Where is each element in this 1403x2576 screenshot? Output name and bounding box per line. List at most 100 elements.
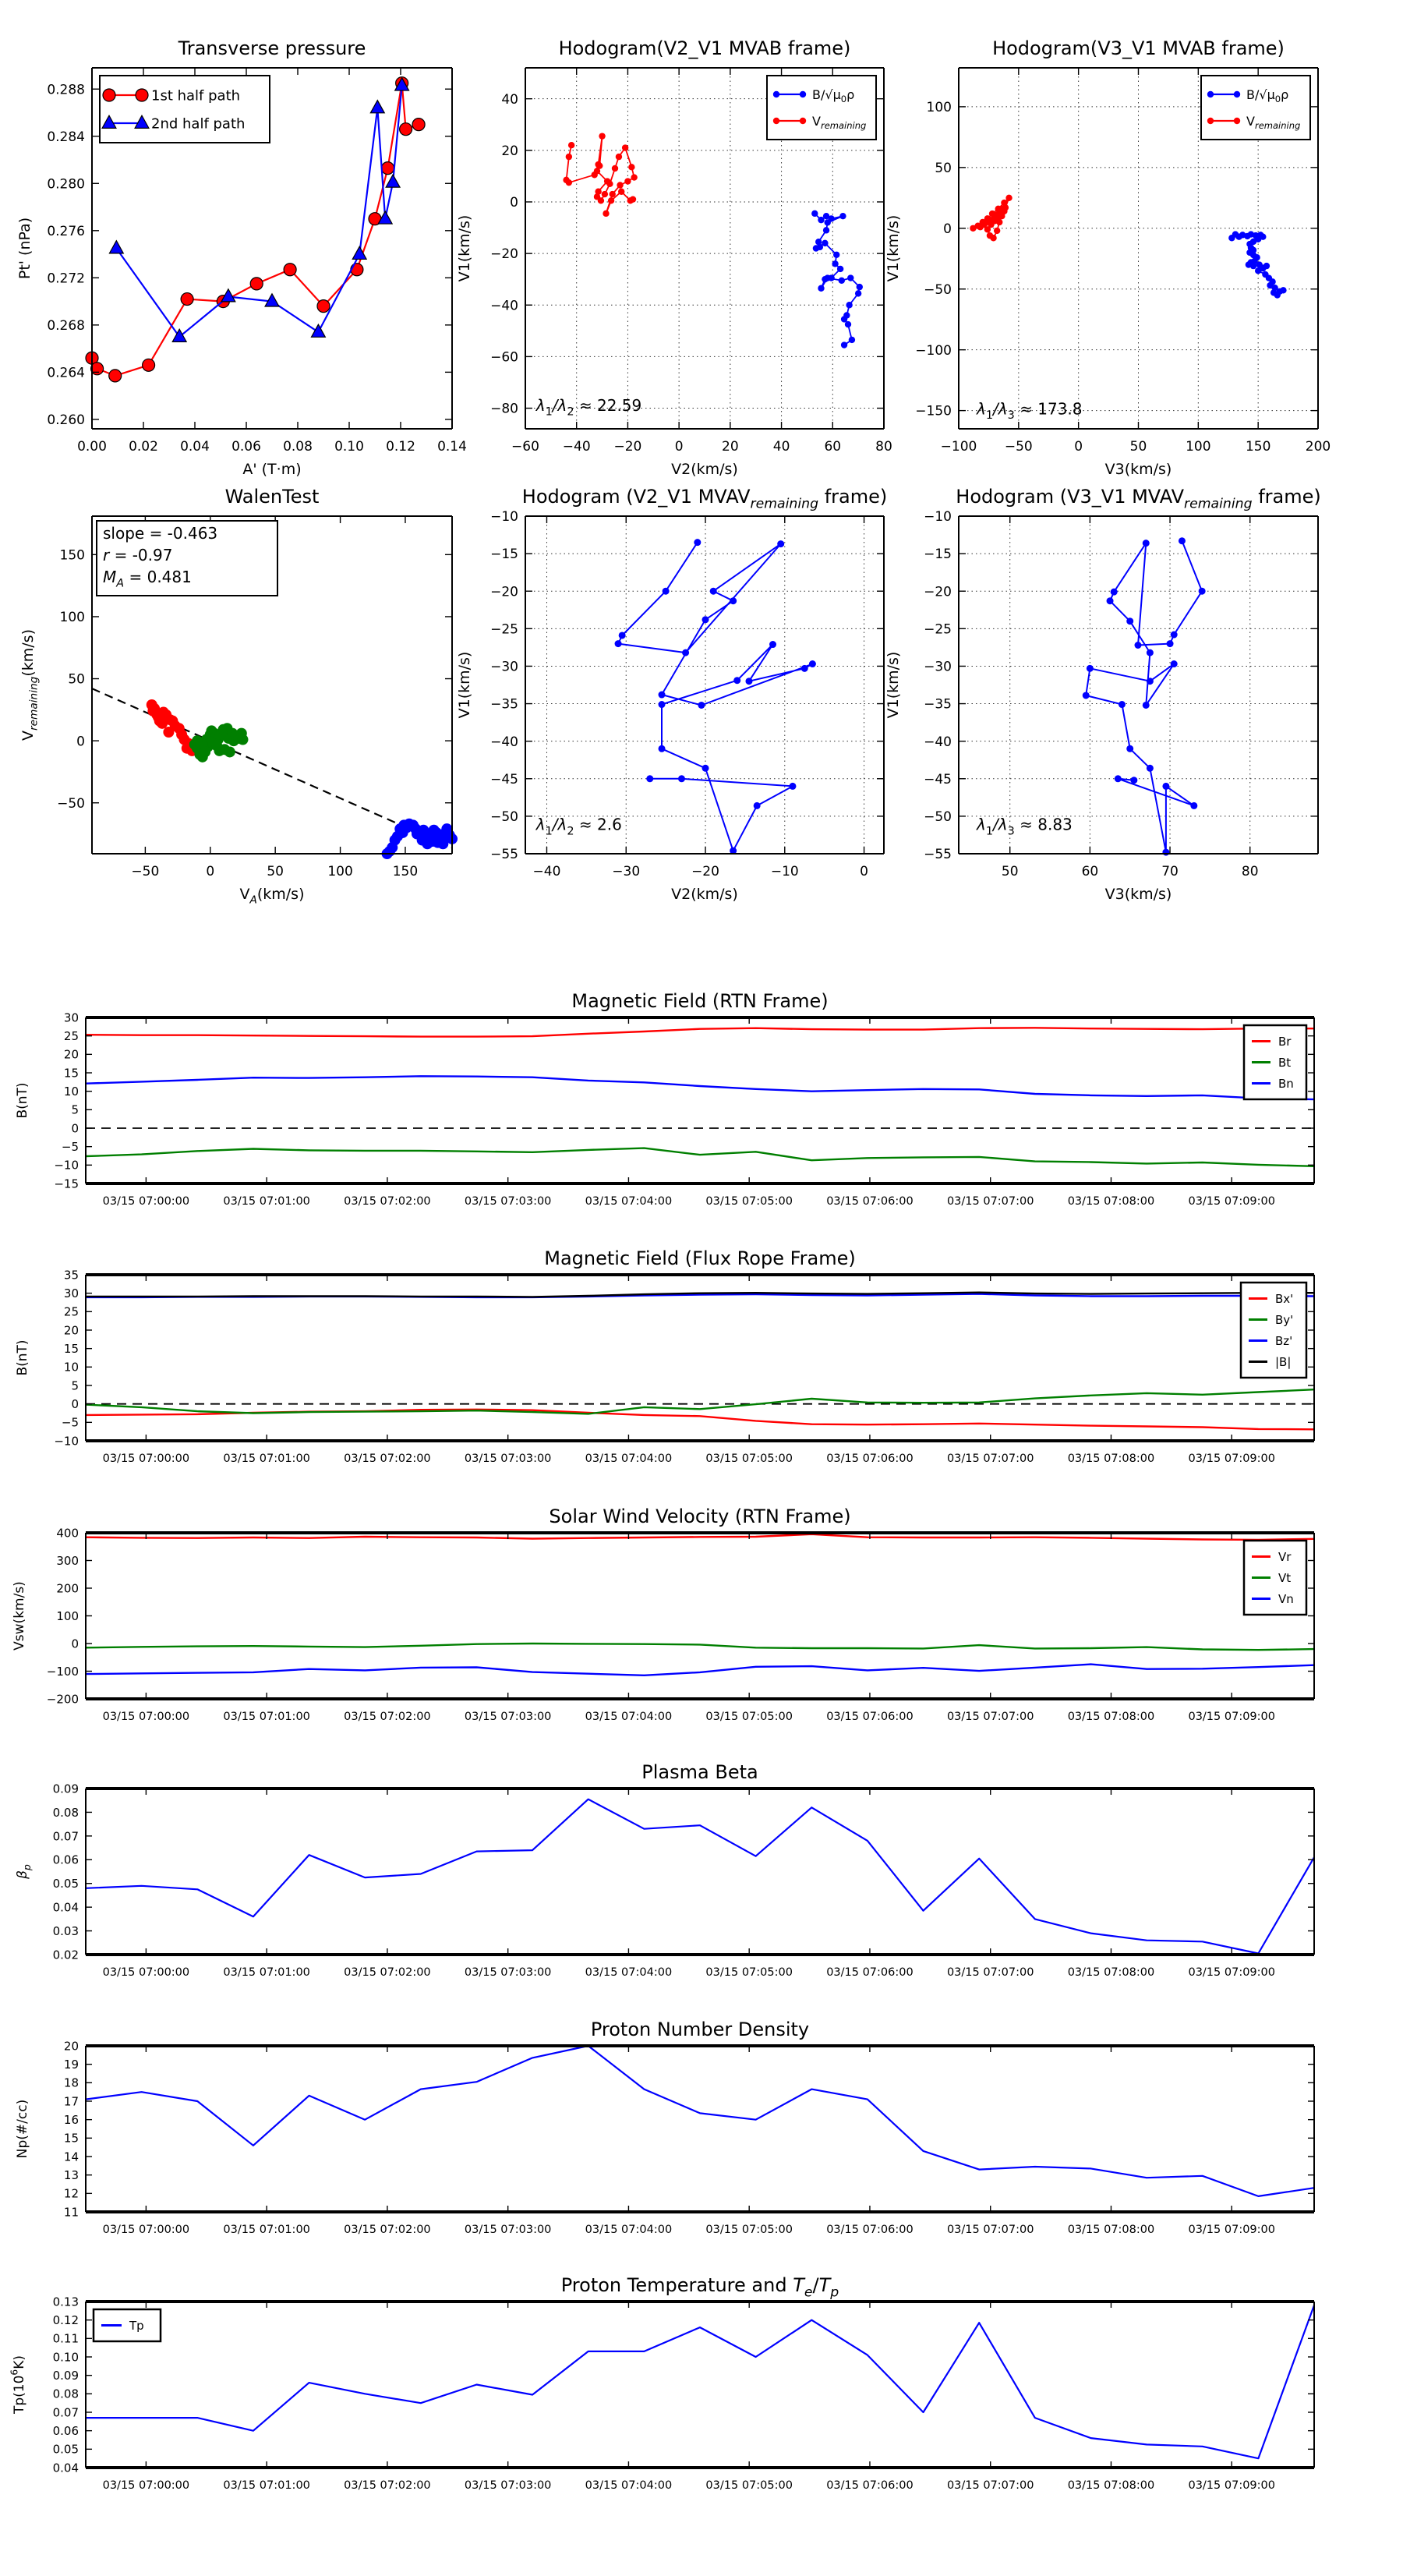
proton-number-density-frame	[85, 2044, 1315, 2213]
x-tick-label: 03/15 07:09:00	[1188, 2224, 1275, 2236]
marker-circle	[840, 341, 848, 349]
marker-circle	[702, 616, 709, 624]
y-tick-label: −100	[47, 1665, 79, 1679]
proton-temperature-legend: Tp	[92, 2308, 162, 2343]
hodogram-v3v1-mvav-annotation: λ1/λ3 ≈ 8.83	[976, 816, 1073, 838]
x-tick-label: 50	[1002, 864, 1019, 879]
y-tick-label: 0.11	[53, 2332, 79, 2346]
x-tick-label: 03/15 07:05:00	[705, 1711, 793, 1723]
y-tick-label: 0.06	[53, 1853, 79, 1867]
magnetic-field-rtn-legend: Br Bt Bn	[1242, 1024, 1308, 1101]
plasma-beta-ylabel: βp	[15, 1864, 33, 1880]
marker-circle	[984, 226, 991, 233]
marker-circle	[180, 292, 194, 306]
hodogram-v3v1-mvav-ticks: 50 60 70 80 −10 −15 −20 −25 −30 −35 −40 −45 −50 −55	[924, 509, 1318, 879]
x-tick-label: 03/15 07:09:00	[1188, 1453, 1275, 1465]
x-tick-label: −30	[612, 864, 640, 879]
y-tick-label: −50	[924, 809, 952, 825]
y-tick-label: 35	[64, 1268, 79, 1282]
scatter-point	[192, 735, 203, 747]
x-tick-label: 03/15 07:03:00	[465, 2479, 552, 2492]
x-tick-label: 40	[773, 439, 790, 455]
x-tick-label: 03/15 07:08:00	[1068, 1711, 1155, 1723]
marker-circle	[135, 88, 149, 102]
hodogram-v3v1-mvab-annotation: λ1/λ3 ≈ 173.8	[976, 399, 1082, 422]
x-tick-label: 03/15 07:08:00	[1068, 1195, 1155, 1208]
x-tick-label: 20	[722, 439, 739, 455]
y-tick-label: 0.260	[47, 412, 85, 428]
x-tick-label: 03/15 07:02:00	[344, 2224, 431, 2236]
hodogram-v2v1-mvav-title: Hodogram (V2_V1 MVAVremaining frame)	[522, 486, 887, 512]
hodogram-v3v1-mvab-ylabel: V1(km/s)	[885, 215, 902, 282]
magnetic-field-fluxrope-frame	[85, 1273, 1315, 1442]
y-tick-label: 0.07	[53, 1829, 79, 1843]
magnetic-field-fluxrope-title: Magnetic Field (Flux Rope Frame)	[544, 1247, 855, 1269]
x-tick-label: 03/15 07:07:00	[947, 2224, 1034, 2236]
y-tick-label: −45	[490, 772, 518, 787]
scatter-point	[237, 734, 249, 745]
walen-test-scatter-cluster-alfven	[381, 818, 458, 859]
walen-test-series-walen-fit-line	[91, 688, 453, 849]
marker-circle	[1254, 267, 1262, 274]
walen-test-scatter-cluster-second-half	[189, 723, 249, 763]
x-tick-label: 03/15 07:03:00	[465, 1966, 552, 1979]
stats-line: slope = -0.463	[103, 524, 217, 543]
marker-circle	[694, 539, 702, 547]
marker-circle	[799, 90, 807, 98]
marker-circle	[1233, 90, 1241, 98]
y-tick-label: 150	[60, 547, 85, 563]
y-tick-label: 0.05	[53, 1877, 79, 1891]
y-tick-label: 0.12	[53, 2313, 79, 2327]
marker-triangle	[108, 239, 125, 254]
legend-label: Bx'	[1275, 1292, 1293, 1306]
walen-test-scatter-cluster-first-half	[146, 699, 198, 756]
series-line	[85, 1642, 1315, 1651]
stats-box-frame	[96, 520, 278, 596]
y-tick-label: 30	[64, 1010, 79, 1024]
x-tick-label: 03/15 07:04:00	[585, 2479, 673, 2492]
x-tick-label: 70	[1161, 864, 1179, 879]
marker-circle	[702, 764, 709, 772]
legend-box	[1239, 1281, 1308, 1379]
x-tick-label: 03/15 07:06:00	[826, 2224, 914, 2236]
x-tick-label: 100	[1186, 439, 1210, 455]
marker-circle	[249, 277, 263, 291]
marker-circle	[1170, 660, 1178, 668]
marker-circle	[628, 164, 635, 171]
y-tick-label: 0.09	[53, 2369, 79, 2383]
magnetic-field-rtn-ticks: 03/15 07:00:00 03/15 07:01:00 03/15 07:02:…	[54, 1010, 1314, 1208]
marker-circle	[1126, 617, 1134, 625]
y-tick-label: 12	[64, 2187, 79, 2201]
x-tick-label: 0.14	[437, 439, 467, 455]
y-tick-label: −30	[924, 660, 952, 675]
solar-wind-velocity-ylabel: Vsw(km/s)	[12, 1581, 27, 1651]
marker-circle	[662, 587, 670, 595]
y-tick-label: 30	[64, 1286, 79, 1300]
hodogram-v2v1-mvav-ylabel: V1(km/s)	[456, 652, 473, 719]
walen-test-ticks: −50 0 50 100 150 150 100 50 0 −50	[57, 516, 452, 879]
hodogram-v2v1-mvav-frame	[525, 515, 885, 855]
y-tick-label: 0.04	[53, 1901, 79, 1915]
y-tick-label: 5	[71, 1378, 79, 1392]
marker-circle	[1178, 537, 1186, 545]
x-tick-label: 03/15 07:08:00	[1068, 2224, 1155, 2236]
marker-circle	[854, 290, 862, 297]
x-tick-label: 03/15 07:09:00	[1188, 1966, 1275, 1979]
x-tick-label: 60	[1082, 864, 1099, 879]
y-tick-label: 0.268	[47, 318, 85, 334]
marker-triangle	[101, 114, 117, 129]
y-tick-label: −40	[924, 734, 952, 750]
marker-circle	[350, 263, 364, 277]
marker-circle	[609, 190, 616, 198]
y-tick-label: 300	[56, 1554, 79, 1568]
solar-wind-velocity-plot-area	[86, 1533, 1314, 1699]
hodogram-v3v1-mvav-ylabel: V1(km/s)	[885, 652, 902, 719]
x-tick-label: 03/15 07:00:00	[103, 1711, 190, 1723]
y-tick-label: −80	[490, 402, 518, 417]
x-tick-label: 03/15 07:03:00	[465, 2224, 552, 2236]
y-tick-label: 10	[64, 1361, 79, 1375]
marker-circle	[990, 235, 997, 242]
marker-circle	[682, 649, 690, 656]
y-tick-label: 0.272	[47, 271, 85, 286]
hodogram-v3v1-mvav-title: Hodogram (V3_V1 MVAVremaining frame)	[956, 486, 1320, 512]
